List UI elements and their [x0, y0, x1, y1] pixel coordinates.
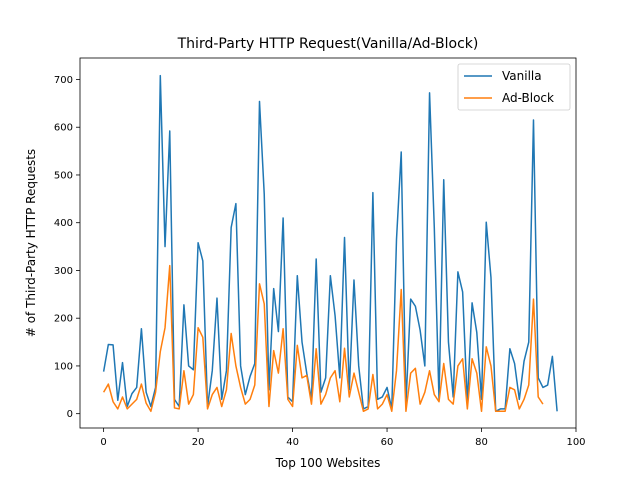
y-tick-label: 600	[54, 123, 73, 134]
x-axis-label: Top 100 Websites	[275, 456, 381, 470]
legend: Vanilla Ad-Block	[457, 63, 571, 111]
x-tick-label: 0	[100, 437, 106, 448]
y-tick-label: 400	[54, 218, 73, 229]
x-tick-label: 20	[192, 437, 205, 448]
plot-area	[102, 74, 558, 413]
x-tick-label: 100	[566, 437, 585, 448]
legend-label: Ad-Block	[502, 91, 554, 105]
legend-label: Vanilla	[502, 69, 542, 83]
x-axis-ticks: 0 20 40 60 80 100	[100, 428, 586, 448]
y-tick-label: 200	[54, 314, 73, 325]
y-tick-label: 500	[54, 170, 73, 181]
plot-frame	[79, 57, 577, 429]
x-tick-label: 80	[475, 437, 488, 448]
y-tick-label: 0	[67, 409, 73, 420]
chart-title: Third-Party HTTP Request(Vanilla/Ad-Bloc…	[177, 36, 479, 52]
y-tick-label: 100	[54, 361, 73, 372]
x-tick-label: 40	[286, 437, 299, 448]
y-tick-label: 300	[54, 266, 73, 277]
y-axis-label: # of Third-Party HTTP Requests	[24, 149, 38, 337]
x-tick-label: 60	[381, 437, 394, 448]
y-tick-label: 700	[54, 75, 73, 86]
y-axis-ticks: 0 100 200 300 400 500 600 700	[54, 75, 80, 420]
series-line-ad-block	[102, 264, 544, 413]
